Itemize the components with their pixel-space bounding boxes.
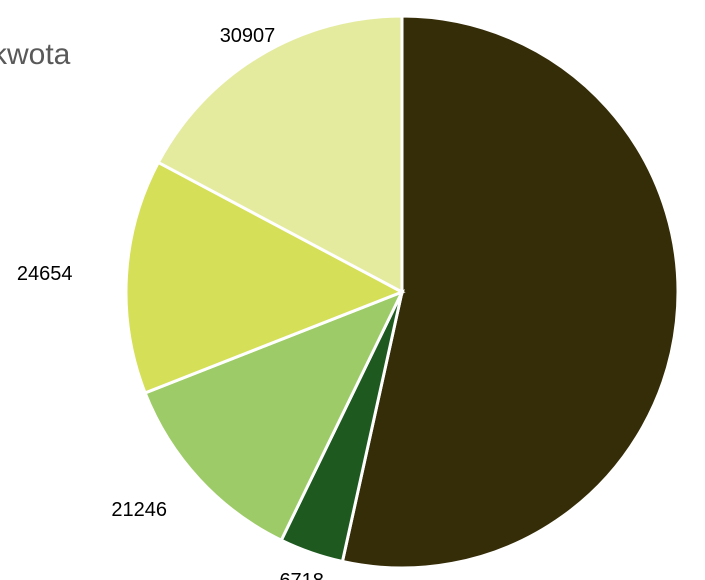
slice-label-3: 24654 [17, 263, 73, 285]
slice-label-1: 6718 [279, 570, 324, 580]
pie-slice-3 [124, 160, 406, 395]
pie-slice-4 [156, 14, 404, 295]
slice-label-2: 21246 [111, 499, 167, 521]
chart-title: kwota [0, 38, 71, 71]
pie-slices [124, 14, 680, 570]
pie-slice-0 [340, 14, 680, 570]
pie-labels: 959506718212462465430907 [17, 25, 324, 580]
pie-slice-2 [143, 289, 406, 543]
slice-label-4: 30907 [220, 25, 276, 47]
